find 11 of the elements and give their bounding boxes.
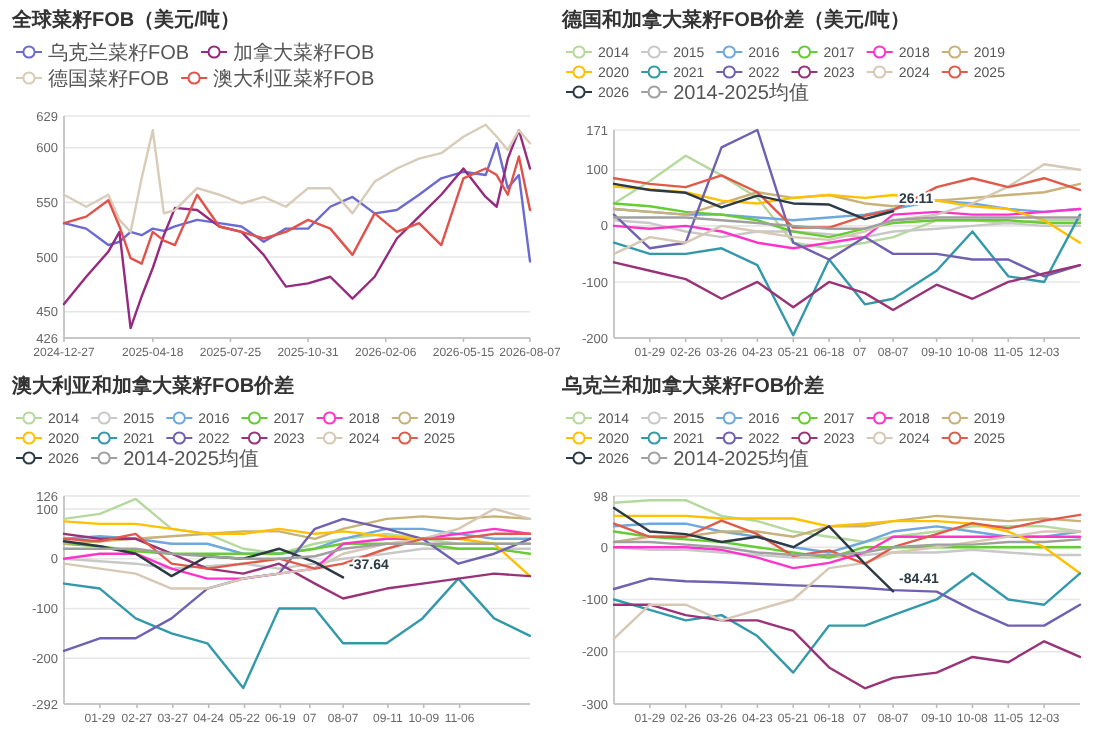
chart-title: 乌克兰和加拿大菜籽FOB价差 [560, 374, 825, 398]
legend-label: 加拿大菜籽FOB [233, 41, 375, 65]
legend-label: 德国菜籽FOB [48, 67, 170, 91]
legend-label: 澳大利亚菜籽FOB [213, 67, 375, 91]
legend-label: 乌克兰菜籽FOB [48, 41, 190, 65]
legend-label: 2014-2025均值 [673, 81, 809, 105]
chart-title: 全球菜籽FOB（美元/吨） [10, 8, 240, 32]
chart-title: 澳大利亚和加拿大菜籽FOB价差 [10, 374, 295, 398]
legend-label: 2014-2025均值 [123, 447, 259, 471]
chart-title: 德国和加拿大菜籽FOB价差（美元/吨） [560, 8, 910, 32]
legend-label: 2014-2025均值 [673, 447, 809, 471]
